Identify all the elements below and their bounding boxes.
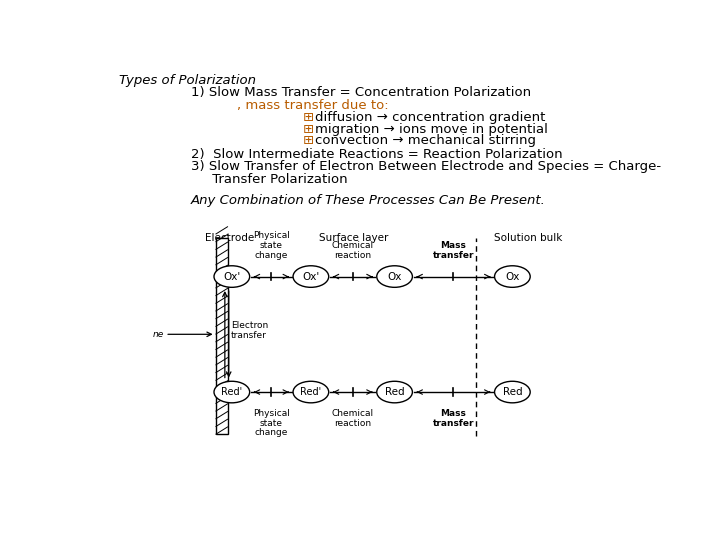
Text: ⊞: ⊞ xyxy=(303,123,314,136)
Text: Transfer Polarization: Transfer Polarization xyxy=(191,173,347,186)
Ellipse shape xyxy=(377,266,413,287)
Text: ne: ne xyxy=(153,330,163,339)
Text: Physical
state
change: Physical state change xyxy=(253,231,289,260)
Text: diffusion → concentration gradient: diffusion → concentration gradient xyxy=(315,111,545,124)
Text: Ox': Ox' xyxy=(223,272,240,281)
Text: Chemical
reaction: Chemical reaction xyxy=(332,241,374,260)
Text: Red: Red xyxy=(503,387,522,397)
Ellipse shape xyxy=(214,266,250,287)
Text: Surface layer: Surface layer xyxy=(319,233,388,242)
Text: Red: Red xyxy=(384,387,405,397)
Ellipse shape xyxy=(293,381,329,403)
Ellipse shape xyxy=(377,381,413,403)
Text: ⊞: ⊞ xyxy=(303,134,314,147)
Bar xyxy=(215,238,228,434)
Text: 3) Slow Transfer of Electron Between Electrode and Species = Charge-: 3) Slow Transfer of Electron Between Ele… xyxy=(191,160,661,173)
Text: Electrode: Electrode xyxy=(205,233,254,242)
Text: Ox: Ox xyxy=(505,272,520,281)
Ellipse shape xyxy=(214,381,250,403)
Text: Chemical
reaction: Chemical reaction xyxy=(332,409,374,428)
Text: ⊞: ⊞ xyxy=(303,111,314,124)
Ellipse shape xyxy=(495,381,530,403)
Text: Ox: Ox xyxy=(387,272,402,281)
Text: Ox': Ox' xyxy=(302,272,320,281)
Text: Solution bulk: Solution bulk xyxy=(494,233,562,242)
Text: 2)  Slow Intermediate Reactions = Reaction Polarization: 2) Slow Intermediate Reactions = Reactio… xyxy=(191,148,562,161)
Text: Electron
transfer: Electron transfer xyxy=(231,321,269,340)
Text: Mass
transfer: Mass transfer xyxy=(433,409,474,428)
Ellipse shape xyxy=(293,266,329,287)
Text: Physical
state
change: Physical state change xyxy=(253,409,289,437)
Text: Red': Red' xyxy=(300,387,321,397)
Text: migration → ions move in potential: migration → ions move in potential xyxy=(315,123,548,136)
Text: Types of Polarization: Types of Polarization xyxy=(120,74,256,87)
Text: , mass transfer due to:: , mass transfer due to: xyxy=(238,99,389,112)
Text: Mass
transfer: Mass transfer xyxy=(433,241,474,260)
Text: Red': Red' xyxy=(221,387,243,397)
Text: convection → mechanical stirring: convection → mechanical stirring xyxy=(315,134,536,147)
Text: Any Combination of These Processes Can Be Present.: Any Combination of These Processes Can B… xyxy=(191,194,546,207)
Ellipse shape xyxy=(495,266,530,287)
Text: 1) Slow Mass Transfer = Concentration Polarization: 1) Slow Mass Transfer = Concentration Po… xyxy=(191,86,531,99)
